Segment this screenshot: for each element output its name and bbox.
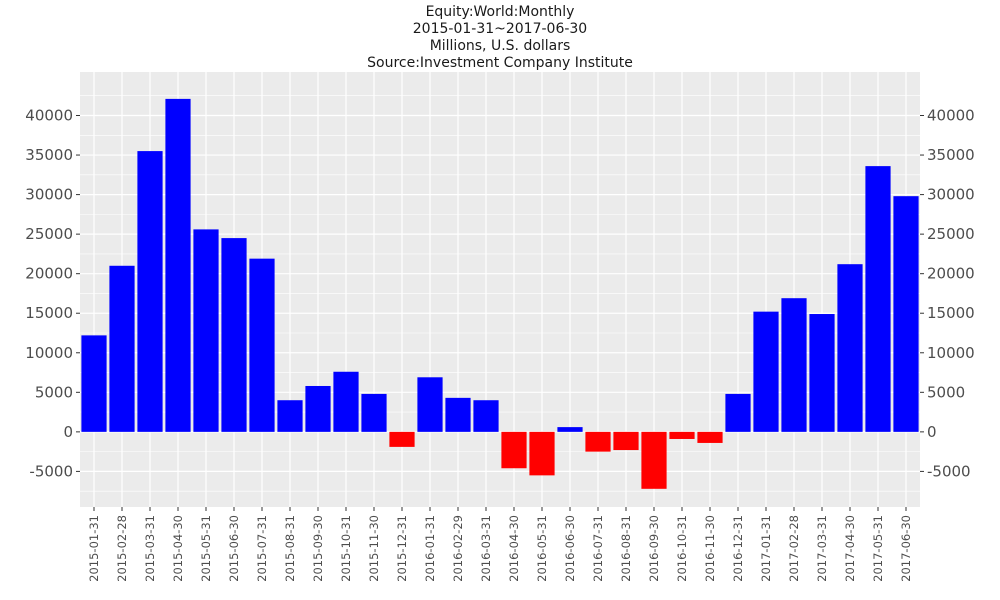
bar-2017-03-31 [809, 314, 835, 432]
bar-2015-07-31 [249, 258, 275, 432]
y-tick-label-left: 15000 [25, 304, 73, 322]
y-tick-label-left: 10000 [25, 344, 73, 362]
bar-2015-01-31 [81, 335, 107, 432]
x-tick-label: 2017-06-30 [899, 515, 913, 582]
y-tick-label-right: 10000 [927, 344, 975, 362]
x-tick-label: 2016-03-31 [479, 515, 493, 582]
bars [81, 98, 919, 489]
title-line-2: 2015-01-31~2017-06-30 [412, 21, 588, 37]
bar-2015-04-30 [165, 98, 191, 432]
x-axis: 2015-01-31 2015-02-28 2015-03-31 2015-04-30… [87, 507, 913, 582]
x-tick-label: 2016-02-29 [451, 515, 465, 582]
x-tick-label: 2016-11-30 [703, 515, 717, 582]
y-tick-label-right: 40000 [927, 107, 975, 125]
y-tick-label-right: 5000 [927, 383, 965, 401]
bar-2015-12-31 [389, 431, 415, 447]
y-tick-label-left: 40000 [25, 107, 73, 125]
x-tick-label: 2016-10-31 [675, 515, 689, 582]
x-tick-label: 2016-07-31 [591, 515, 605, 582]
y-axis-left: -5000 0 5000 10000 15000 20000 25000 30000 35000… [25, 107, 80, 480]
y-tick-label-right: 0 [927, 423, 937, 441]
bar-2015-09-30 [305, 385, 331, 432]
x-tick-label: 2015-12-31 [395, 515, 409, 582]
bar-2017-04-30 [837, 264, 863, 432]
x-tick-label: 2017-02-28 [787, 515, 801, 582]
bar-2017-05-31 [865, 166, 891, 432]
y-tick-label-left: -5000 [29, 462, 73, 480]
x-tick-label: 2015-02-28 [115, 515, 129, 582]
bar-2015-05-31 [193, 229, 219, 432]
bar-2016-12-31 [725, 393, 751, 432]
bar-2017-02-28 [781, 298, 807, 432]
bar-2016-02-29 [445, 397, 471, 432]
plot-panel [80, 72, 920, 507]
x-tick-label: 2015-01-31 [87, 515, 101, 582]
bar-2016-01-31 [417, 377, 443, 432]
chart-title: Equity:World:Monthly 2015-01-31~2017-06-… [0, 4, 1000, 72]
x-tick-label: 2016-12-31 [731, 515, 745, 582]
y-tick-label-right: 20000 [927, 265, 975, 283]
y-tick-label-right: 35000 [927, 146, 975, 164]
x-tick-label: 2016-01-31 [423, 515, 437, 582]
title-line-3: Millions, U.S. dollars [429, 38, 571, 54]
y-tick-label-left: 25000 [25, 225, 73, 243]
x-tick-label: 2016-05-31 [535, 515, 549, 582]
y-tick-label-right: 30000 [927, 186, 975, 204]
x-tick-label: 2015-08-31 [283, 515, 297, 582]
bar-2015-02-28 [109, 265, 135, 432]
x-tick-label: 2015-05-31 [199, 515, 213, 582]
x-tick-label: 2015-06-30 [227, 515, 241, 582]
bar-2016-05-31 [529, 431, 555, 476]
x-tick-label: 2016-06-30 [563, 515, 577, 582]
y-tick-label-right: 25000 [927, 225, 975, 243]
x-tick-label: 2016-08-31 [619, 515, 633, 582]
bar-2016-04-30 [501, 431, 527, 469]
x-tick-label: 2017-03-31 [815, 515, 829, 582]
x-tick-label: 2016-04-30 [507, 515, 521, 582]
bar-2016-03-31 [473, 400, 499, 432]
title-line-1: Equity:World:Monthly [425, 4, 575, 20]
y-tick-label-right: -5000 [927, 462, 971, 480]
bar-2016-08-31 [613, 431, 639, 451]
bar-2017-06-30 [893, 196, 919, 432]
x-tick-label: 2015-11-30 [367, 515, 381, 582]
bar-2015-08-31 [277, 400, 303, 432]
x-tick-label: 2017-04-30 [843, 515, 857, 582]
x-tick-label: 2017-01-31 [759, 515, 773, 582]
y-tick-label-left: 0 [63, 423, 73, 441]
x-tick-label: 2017-05-31 [871, 515, 885, 582]
y-tick-label-left: 5000 [35, 383, 73, 401]
bar-2016-09-30 [641, 431, 667, 489]
y-axis-right: -5000 0 5000 10000 15000 20000 25000 30000 35000… [920, 107, 975, 480]
bar-2016-11-30 [697, 431, 723, 443]
x-tick-label: 2015-10-31 [339, 515, 353, 582]
bar-2016-07-31 [585, 431, 611, 452]
x-tick-label: 2015-04-30 [171, 515, 185, 582]
bar-2016-10-31 [669, 431, 695, 439]
bar-2015-06-30 [221, 238, 247, 432]
bar-2015-03-31 [137, 151, 163, 432]
x-tick-label: 2016-09-30 [647, 515, 661, 582]
title-line-4: Source:Investment Company Institute [367, 55, 633, 71]
x-tick-label: 2015-07-31 [255, 515, 269, 582]
y-tick-label-left: 35000 [25, 146, 73, 164]
bar-2015-11-30 [361, 393, 387, 432]
y-tick-label-left: 30000 [25, 186, 73, 204]
minor-gridlines [80, 95, 920, 492]
y-tick-label-right: 15000 [927, 304, 975, 322]
x-tick-label: 2015-03-31 [143, 515, 157, 582]
y-tick-label-left: 20000 [25, 265, 73, 283]
bar-2015-10-31 [333, 371, 359, 432]
bar-2017-01-31 [753, 311, 779, 432]
x-tick-label: 2015-09-30 [311, 515, 325, 582]
bar-2016-06-30 [557, 427, 583, 432]
